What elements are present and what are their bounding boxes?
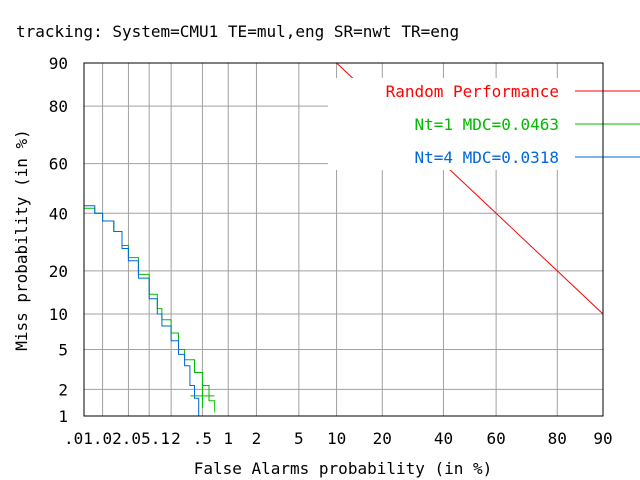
x-tick-label: .2 bbox=[162, 429, 181, 448]
x-tick-label: 1 bbox=[223, 429, 233, 448]
y-tick-label: 20 bbox=[49, 262, 68, 281]
x-tick-label: 10 bbox=[327, 429, 346, 448]
y-tick-label: 80 bbox=[49, 97, 68, 116]
y-tick-label: 90 bbox=[49, 54, 68, 73]
legend: Random Performance Nt=1 MDC=0.0463 Nt=4 MD… bbox=[386, 82, 640, 167]
plot-frame bbox=[83, 62, 604, 417]
legend-label: Nt=4 MDC=0.0318 bbox=[415, 148, 560, 167]
x-tick-label: 90 bbox=[593, 429, 612, 448]
chart-title: tracking: System=CMU1 TE=mul,eng SR=nwt … bbox=[16, 22, 459, 41]
y-tick-labels: 1 2 5 10 20 40 60 80 90 bbox=[49, 54, 68, 426]
x-tick-label: 80 bbox=[548, 429, 567, 448]
y-tick-label: 10 bbox=[49, 305, 68, 324]
x-tick-label: 40 bbox=[434, 429, 453, 448]
x-tick-labels: .01.02.05.1.2 .5 1 2 5 10 20 40 60 80 90 bbox=[64, 429, 613, 448]
x-tick-label: .5 bbox=[193, 429, 212, 448]
legend-label: Random Performance bbox=[386, 82, 559, 101]
y-tick-label: 2 bbox=[58, 380, 68, 399]
legend-label: Nt=1 MDC=0.0463 bbox=[415, 115, 560, 134]
y-axis-label: Miss probability (in %) bbox=[12, 129, 31, 351]
x-tick-label: 5 bbox=[294, 429, 304, 448]
series-line bbox=[84, 205, 200, 416]
x-tick-label: 2 bbox=[252, 429, 262, 448]
y-tick-label: 60 bbox=[49, 155, 68, 174]
x-tick-label: 20 bbox=[373, 429, 392, 448]
y-tick-label: 1 bbox=[58, 407, 68, 426]
y-tick-label: 5 bbox=[58, 340, 68, 359]
x-tick-label-crowded: .01.02.05.1 bbox=[64, 429, 170, 448]
x-axis-label: False Alarms probability (in %) bbox=[194, 459, 493, 478]
x-tick-label: 60 bbox=[486, 429, 505, 448]
y-tick-label: 40 bbox=[49, 204, 68, 223]
